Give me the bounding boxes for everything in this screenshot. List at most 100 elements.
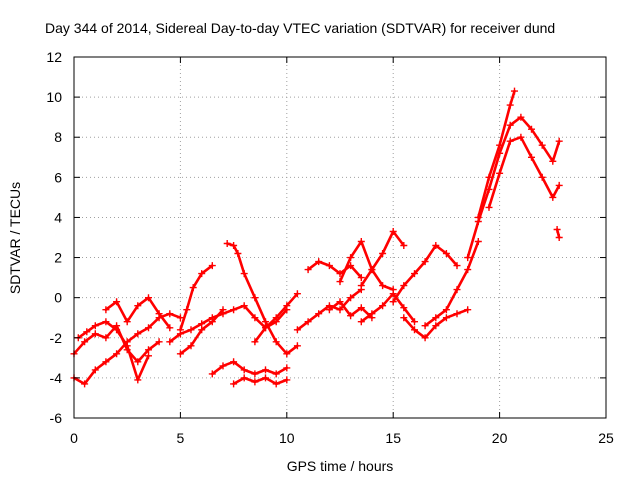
- data-point: [272, 314, 280, 322]
- data-point: [453, 262, 461, 270]
- data-point: [183, 306, 191, 314]
- data-point: [400, 314, 408, 322]
- data-point: [102, 306, 110, 314]
- data-point: [219, 362, 227, 370]
- data-point: [145, 346, 152, 354]
- series-track-24: [553, 226, 563, 241]
- data-point: [315, 310, 323, 318]
- data-point: [357, 282, 365, 290]
- data-point: [187, 326, 195, 334]
- data-point: [549, 193, 557, 201]
- series-track-9: [223, 240, 301, 358]
- data-point: [336, 298, 344, 306]
- data-point: [145, 294, 152, 302]
- data-point: [411, 326, 418, 334]
- data-point: [293, 290, 301, 298]
- data-point: [251, 370, 259, 378]
- series-track-19: [400, 306, 472, 342]
- data-point: [251, 294, 259, 302]
- x-tick-label: 25: [598, 430, 614, 446]
- data-point: [283, 376, 291, 384]
- data-point: [293, 342, 301, 350]
- data-point: [538, 141, 546, 149]
- data-point: [272, 380, 280, 388]
- axis-ticks: [73, 56, 607, 419]
- data-point: [187, 342, 195, 350]
- data-point: [251, 338, 259, 346]
- series-track-12: [293, 286, 365, 334]
- data-point: [251, 314, 259, 322]
- data-point: [230, 242, 238, 249]
- data-point: [315, 258, 323, 266]
- data-point: [198, 320, 206, 328]
- series-track-3: [74, 318, 152, 384]
- data-point: [528, 125, 535, 133]
- y-tick-label: 8: [54, 129, 62, 145]
- series-track-23: [485, 133, 563, 211]
- data-point: [113, 326, 121, 334]
- data-point: [496, 169, 504, 177]
- grid-lines: [74, 57, 606, 418]
- data-point: [81, 380, 89, 388]
- data-point: [208, 370, 216, 378]
- series-track-11: [251, 290, 301, 346]
- series-line: [466, 115, 561, 259]
- data-point: [357, 318, 365, 326]
- series-track-13: [304, 258, 365, 282]
- series-track-17: [357, 228, 408, 290]
- data-point: [411, 270, 418, 278]
- data-point: [304, 318, 312, 326]
- y-axis-label: SDTVAR / TECUs: [7, 182, 23, 294]
- data-point: [347, 312, 355, 320]
- series-track-8: [208, 358, 291, 378]
- data-point: [230, 358, 238, 366]
- series-line: [77, 320, 150, 382]
- series-track-6: [176, 306, 227, 358]
- series-line: [487, 135, 561, 209]
- data-point: [549, 157, 557, 165]
- data-point: [485, 203, 493, 211]
- data-point: [325, 306, 333, 314]
- series-track-20: [421, 238, 482, 330]
- series-track-4: [102, 294, 174, 332]
- data-point: [357, 304, 365, 312]
- data-point: [555, 137, 563, 145]
- data-point: [145, 324, 152, 332]
- data-point: [208, 262, 216, 270]
- data-point: [240, 374, 248, 382]
- y-tick-label: 2: [54, 250, 62, 266]
- data-point: [102, 318, 110, 326]
- data-point: [283, 302, 291, 310]
- data-point: [538, 173, 546, 181]
- data-point: [442, 314, 450, 322]
- data-point: [555, 181, 563, 189]
- data-point: [517, 133, 525, 141]
- data-point: [234, 250, 242, 257]
- x-axis-label: GPS time / hours: [287, 458, 394, 474]
- series-track-2: [70, 322, 163, 366]
- y-tick-label: -2: [50, 330, 63, 346]
- data-point: [219, 306, 227, 314]
- data-point: [83, 328, 91, 336]
- data-point: [389, 228, 397, 235]
- data-point: [102, 334, 110, 342]
- y-tick-labels: -6 -4 -2 0 2 4 6 8 10 12: [46, 49, 62, 426]
- data-point: [113, 350, 121, 358]
- data-point: [304, 266, 312, 274]
- x-tick-label: 5: [177, 430, 185, 446]
- data-point: [91, 322, 99, 330]
- data-point: [176, 326, 184, 334]
- data-point: [485, 173, 493, 181]
- data-point: [166, 338, 174, 346]
- data-point: [251, 378, 259, 386]
- data-point: [123, 318, 131, 326]
- data-point: [464, 306, 472, 314]
- series-line: [423, 240, 480, 328]
- data-point: [400, 282, 408, 290]
- data-point: [511, 87, 518, 95]
- data-point: [113, 298, 121, 306]
- y-tick-label: 10: [46, 89, 62, 105]
- data-point: [325, 262, 333, 270]
- data-point: [198, 326, 206, 334]
- data-point: [336, 278, 344, 286]
